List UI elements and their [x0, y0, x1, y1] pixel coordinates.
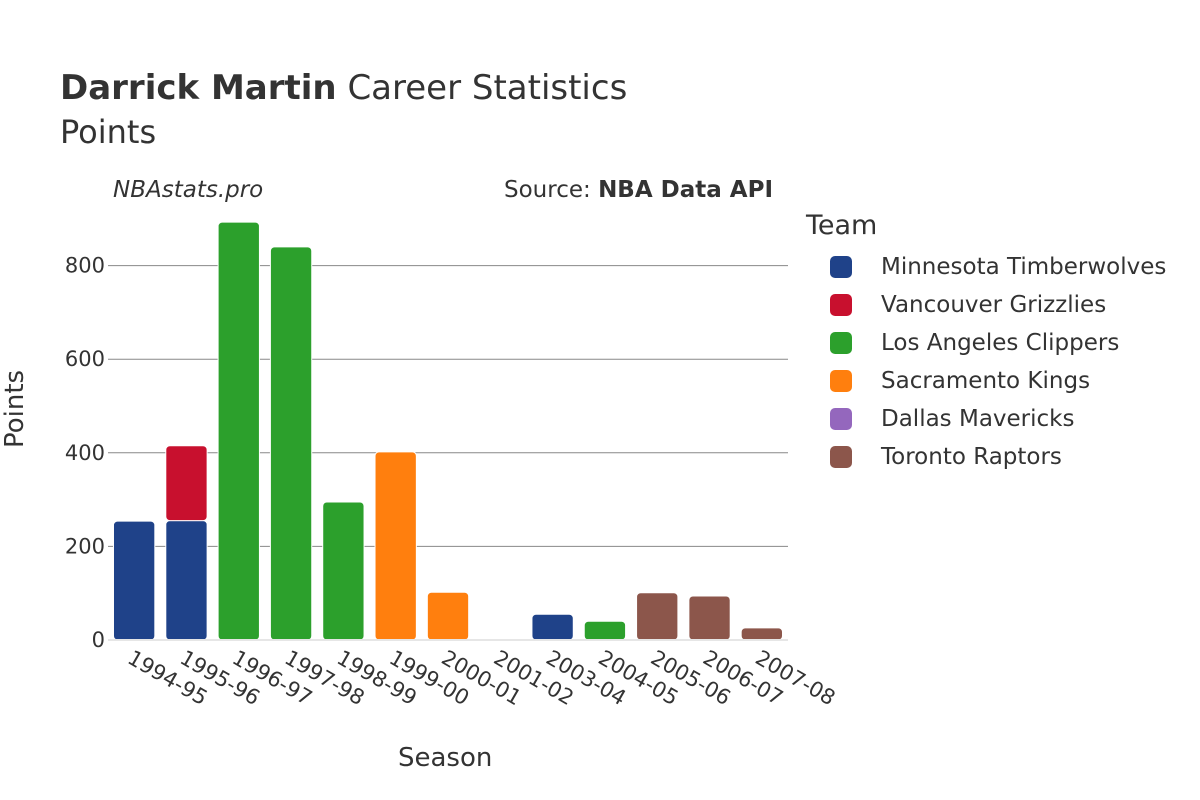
y-tick-label: 800 [65, 254, 105, 278]
legend-label: Toronto Raptors [881, 444, 1062, 470]
bar-segment [531, 613, 574, 641]
legend-label: Vancouver Grizzlies [881, 292, 1107, 318]
source-credit: Source: NBA Data API [504, 177, 773, 203]
y-tick-label: 600 [65, 347, 105, 371]
legend-swatch [830, 370, 852, 392]
y-axis-label: Points [0, 369, 30, 448]
bar-segment [426, 591, 470, 641]
bar-segment [217, 221, 260, 641]
bar-segment [269, 246, 313, 641]
bar-segment [165, 520, 208, 641]
player-name: Darrick Martin [60, 68, 337, 108]
y-tick-label: 200 [65, 534, 105, 558]
title-rest: Career Statistics [347, 68, 628, 108]
legend-swatch [830, 408, 852, 430]
bar-segment [740, 627, 784, 641]
watermark: NBAstats.pro [113, 177, 264, 203]
legend-swatch [830, 294, 852, 316]
bar-segment [374, 451, 417, 641]
bar-segment [583, 620, 627, 641]
bar-segment [636, 592, 679, 641]
legend-label: Dallas Mavericks [881, 406, 1075, 432]
source-prefix: Source: [504, 177, 591, 203]
legend-swatch [830, 256, 852, 278]
legend-swatch [830, 446, 852, 468]
y-tick-label: 400 [65, 441, 105, 465]
bar-segment [322, 501, 365, 641]
legend-label: Sacramento Kings [881, 368, 1091, 394]
legend-label: Los Angeles Clippers [881, 330, 1120, 356]
bar-segment [688, 595, 731, 641]
bar-segment [112, 520, 156, 641]
source-name: NBA Data API [598, 177, 773, 203]
legend-swatch [830, 332, 852, 354]
bar-segment [165, 445, 208, 522]
y-tick-label: 0 [92, 628, 105, 652]
chart-subtitle: Points [60, 113, 157, 151]
legend-title: Team [806, 210, 878, 241]
chart-title: Darrick Martin Career Statistics [60, 68, 627, 108]
legend-label: Minnesota Timberwolves [881, 254, 1167, 280]
x-axis-label: Season [398, 743, 493, 773]
